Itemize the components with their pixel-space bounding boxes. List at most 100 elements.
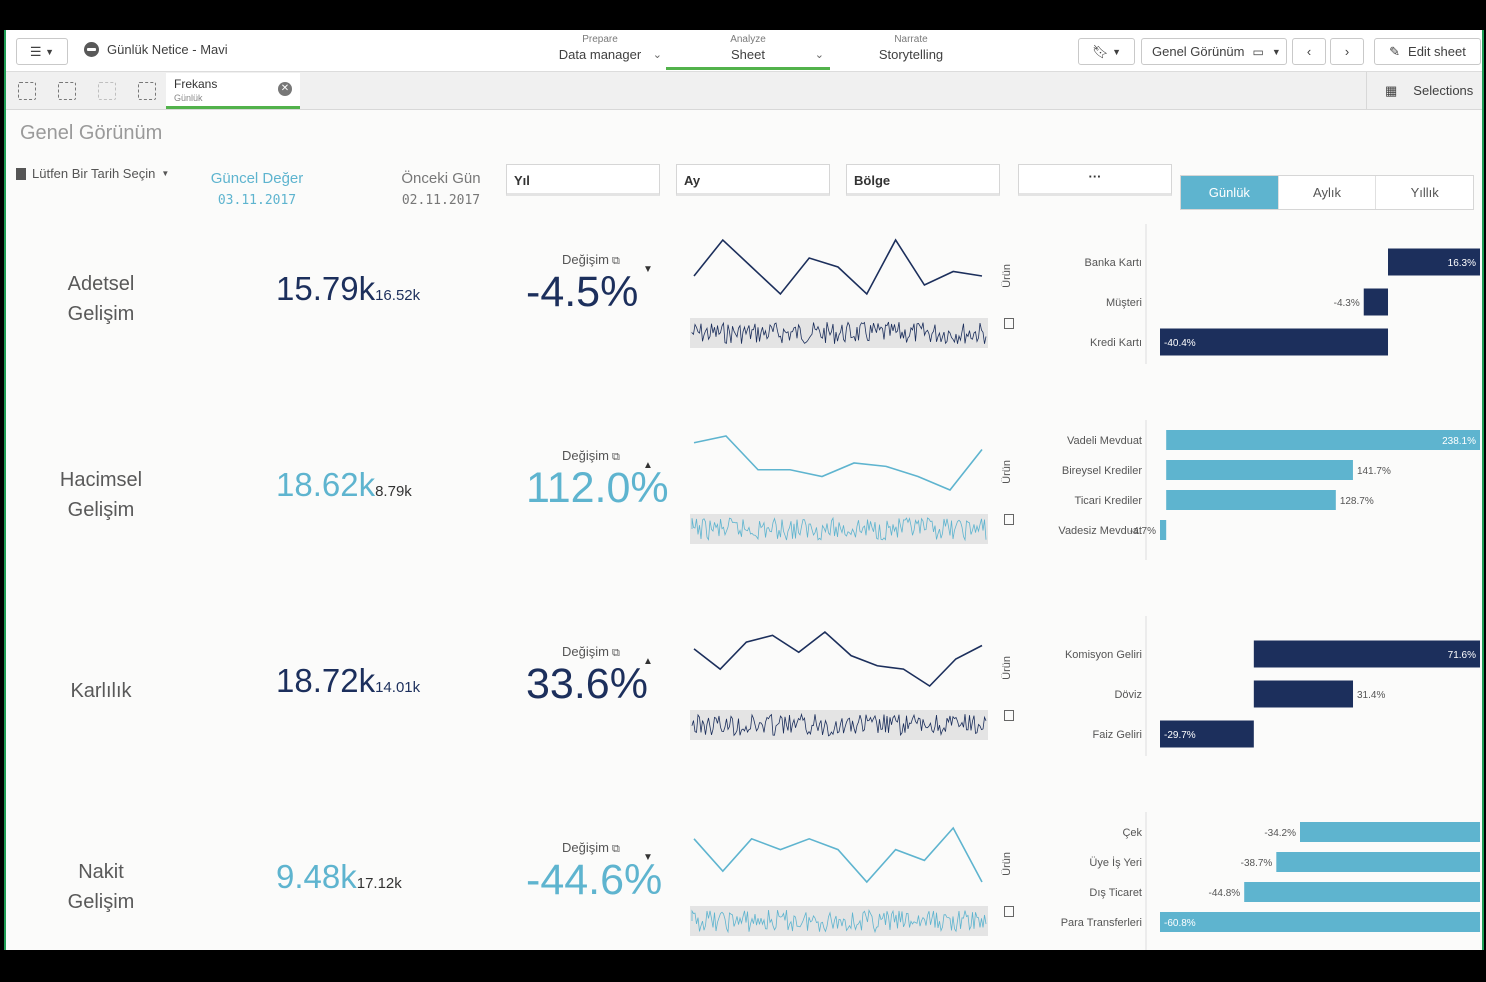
kpi-current-value: 9.48k17.12k bbox=[276, 858, 402, 896]
bar[interactable] bbox=[1166, 490, 1336, 510]
kpi-value-previous: 8.79k bbox=[375, 483, 412, 500]
clear-selection-icon[interactable]: ✕ bbox=[278, 82, 292, 96]
sheet-selector-button[interactable]: Genel Görünüm ▭ ▼ bbox=[1141, 38, 1287, 65]
bar[interactable] bbox=[1253, 680, 1354, 708]
step-forward-icon[interactable] bbox=[98, 82, 116, 100]
bar-category-label: Para Transferleri bbox=[1061, 917, 1142, 929]
bottom-black-bar bbox=[0, 950, 1486, 982]
bar[interactable] bbox=[1388, 248, 1480, 276]
breakdown-bar-chart: Vadeli Mevduat 238.1% Bireysel Krediler 141… bbox=[1058, 420, 1480, 560]
bar[interactable] bbox=[1166, 460, 1353, 480]
selection-chip-frekans[interactable]: Frekans Günlük ✕ bbox=[166, 73, 300, 109]
change-label: Değişim ⧉ bbox=[562, 448, 620, 464]
selections-grid-icon: ▦ bbox=[1385, 82, 1398, 98]
trend-line bbox=[693, 826, 983, 884]
filter-ay[interactable]: Ay bbox=[676, 164, 830, 196]
nav-prepare-label: Data manager bbox=[558, 47, 642, 62]
noise-line bbox=[691, 516, 987, 542]
bar[interactable] bbox=[1166, 430, 1480, 450]
bar-category-label: Komisyon Geliri bbox=[1065, 649, 1142, 661]
calendar-icon bbox=[16, 167, 26, 180]
bar[interactable] bbox=[1160, 520, 1167, 540]
bar-value-label: -29.7% bbox=[1164, 730, 1196, 741]
bar-category-label: Faiz Geliri bbox=[1092, 729, 1142, 741]
bar[interactable] bbox=[1276, 852, 1480, 872]
explore-icon[interactable] bbox=[1004, 710, 1014, 721]
kpi-label-line: Gelişim bbox=[67, 303, 135, 325]
chevron-down-icon: ▼ bbox=[45, 46, 55, 57]
nav-analyze-label: Sheet bbox=[731, 47, 765, 62]
period-aylik[interactable]: Aylık bbox=[1279, 176, 1377, 209]
date-picker-dropdown[interactable]: Lütfen Bir Tarih Seçin ▼ bbox=[16, 166, 169, 181]
change-value: -4.5% bbox=[526, 268, 639, 316]
chevron-down-icon: ▼ bbox=[1112, 46, 1122, 57]
trend-sparkline bbox=[690, 238, 988, 348]
step-back-icon[interactable] bbox=[58, 82, 76, 100]
external-link-icon[interactable]: ⧉ bbox=[608, 451, 620, 463]
bar[interactable] bbox=[1160, 720, 1254, 748]
period-toggle: Günlük Aylık Yıllık bbox=[1180, 175, 1474, 210]
explore-icon[interactable] bbox=[1004, 514, 1014, 525]
current-date: 03.11.2017 bbox=[217, 193, 297, 208]
filter-bolge[interactable]: Bölge bbox=[846, 164, 1000, 196]
next-sheet-button[interactable]: › bbox=[1330, 38, 1364, 65]
nav-prepare[interactable]: Prepare Data manager ⌄ bbox=[530, 34, 670, 70]
bar[interactable] bbox=[1363, 288, 1389, 316]
change-value: -44.6% bbox=[526, 856, 663, 904]
vertical-axis-label: Ürün bbox=[1001, 460, 1013, 484]
filter-more[interactable]: ··· bbox=[1018, 164, 1172, 196]
external-link-icon[interactable]: ⧉ bbox=[608, 647, 620, 659]
selections-button[interactable]: ▦ Selections bbox=[1366, 72, 1482, 109]
edit-sheet-button[interactable]: ✎ Edit sheet bbox=[1374, 38, 1481, 65]
period-gunluk[interactable]: Günlük bbox=[1181, 176, 1279, 209]
kpi-row: Karlılık 18.72k14.01k Değişim ⧉ 33.6% ▲ Ürün K… bbox=[6, 616, 1482, 812]
external-link-icon[interactable]: ⧉ bbox=[608, 255, 620, 267]
nav-analyze-caption: Analyze bbox=[730, 34, 766, 45]
chevron-down-icon: ▼ bbox=[1271, 46, 1281, 57]
clear-selections-icon[interactable] bbox=[138, 82, 156, 100]
bar[interactable] bbox=[1244, 882, 1480, 902]
menu-icon: ☰ bbox=[29, 43, 42, 59]
bar-category-label: Vadeli Mevduat bbox=[1067, 435, 1142, 447]
top-toolbar: ☰ ▼ Günlük Netice - Mavi Prepare Data ma… bbox=[6, 30, 1482, 72]
period-yillik[interactable]: Yıllık bbox=[1410, 185, 1439, 200]
explore-icon[interactable] bbox=[1004, 906, 1014, 917]
noise-line bbox=[691, 321, 987, 345]
kpi-value-main: 15.79k bbox=[276, 270, 376, 307]
filter-yil[interactable]: Yıl bbox=[506, 164, 660, 196]
bar[interactable] bbox=[1160, 328, 1389, 356]
trend-sparkline bbox=[690, 630, 988, 740]
kpi-label: Nakit Gelişim bbox=[46, 857, 156, 917]
bookmark-icon: 🔖︎ bbox=[1091, 43, 1109, 59]
change-value: 33.6% bbox=[526, 660, 648, 708]
kpi-value-previous: 16.52k bbox=[375, 287, 421, 304]
globe-icon bbox=[84, 42, 99, 57]
bar[interactable] bbox=[1160, 912, 1480, 932]
app-title[interactable]: Günlük Netice - Mavi bbox=[84, 42, 228, 57]
nav-analyze[interactable]: Analyze Sheet ⌄ bbox=[666, 34, 830, 70]
bar-value-label: 16.3% bbox=[1448, 258, 1476, 269]
explore-icon[interactable] bbox=[1004, 318, 1014, 329]
previous-date: 02.11.2017 bbox=[401, 193, 481, 208]
triangle-up-icon: ▲ bbox=[643, 656, 653, 667]
hamburger-menu-button[interactable]: ☰ ▼ bbox=[16, 38, 68, 65]
bar[interactable] bbox=[1253, 640, 1480, 668]
bar-category-label: Döviz bbox=[1114, 689, 1142, 701]
kpi-current-value: 15.79k16.52k bbox=[276, 270, 420, 308]
vertical-axis-label: Ürün bbox=[1001, 264, 1013, 288]
current-value-label: Güncel Değer bbox=[210, 170, 304, 187]
noise-band bbox=[690, 318, 988, 348]
app-title-text: Günlük Netice - Mavi bbox=[107, 42, 228, 57]
smart-search-icon[interactable] bbox=[18, 82, 36, 100]
bookmark-button[interactable]: 🔖︎ ▼ bbox=[1078, 38, 1135, 65]
bar-value-label: -34.2% bbox=[1264, 828, 1296, 839]
previous-sheet-button[interactable]: ‹ bbox=[1292, 38, 1326, 65]
external-link-icon[interactable]: ⧉ bbox=[608, 843, 620, 855]
vertical-axis-label: Ürün bbox=[1001, 852, 1013, 876]
kpi-value-main: 9.48k bbox=[276, 858, 357, 895]
kpi-current-value: 18.62k8.79k bbox=[276, 466, 412, 504]
nav-narrate[interactable]: Narrate Storytelling bbox=[846, 34, 976, 70]
bar-value-label: -44.8% bbox=[1209, 888, 1241, 899]
bar[interactable] bbox=[1300, 822, 1480, 842]
